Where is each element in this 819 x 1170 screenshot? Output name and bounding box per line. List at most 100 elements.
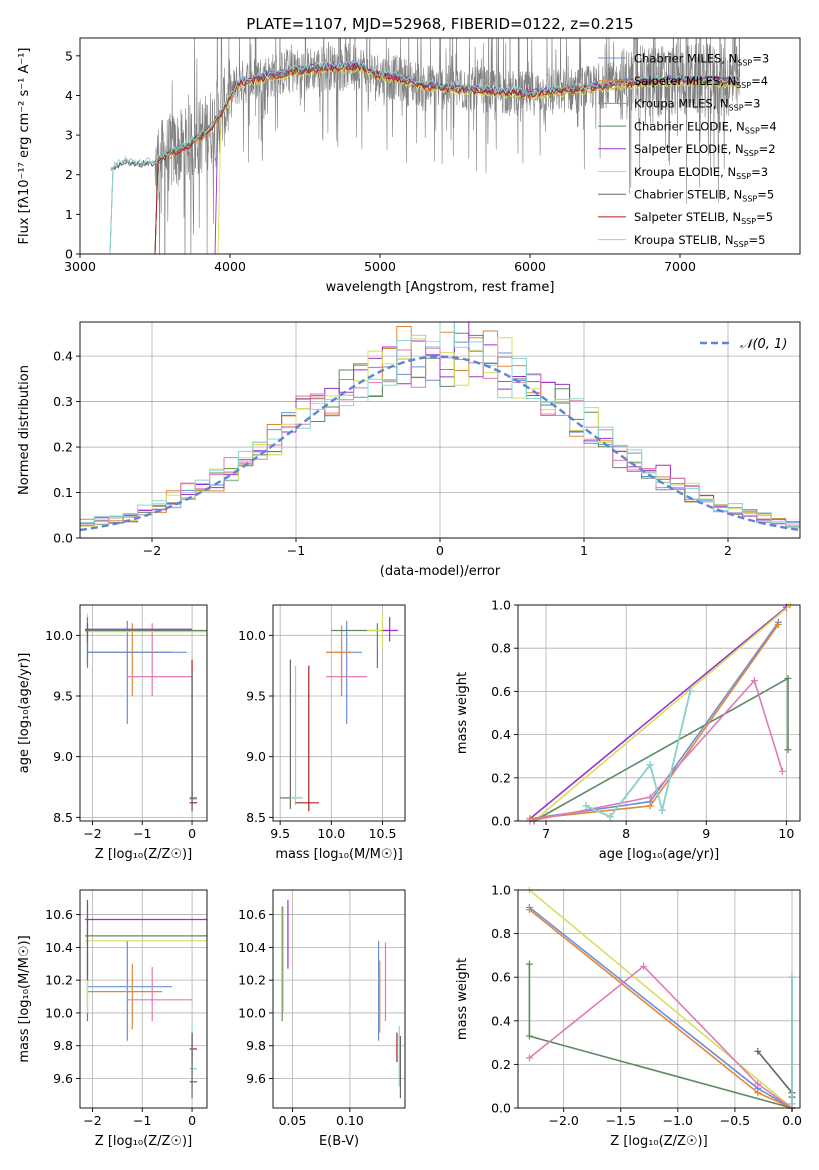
weight-point-marker <box>525 960 533 968</box>
y-tick-label: 10.6 <box>45 907 73 922</box>
y-axis-label: Normed distribution <box>17 365 32 495</box>
weight-point-marker <box>658 806 666 814</box>
weight-point-marker <box>582 802 590 810</box>
x-tick-label: −1 <box>133 826 151 841</box>
error-cross <box>382 617 398 642</box>
error-cross <box>84 899 207 981</box>
x-tick-label: 10 <box>778 826 794 841</box>
legend-label-sub: SSP <box>742 195 757 204</box>
age-vs-Z-plot-area <box>84 613 207 812</box>
weight-point-marker <box>525 906 533 914</box>
legend-label: Kroupa ELODIE, NSSP=3 <box>634 165 768 181</box>
y-tick-label: 0.1 <box>53 485 73 500</box>
error-cross <box>189 671 198 812</box>
legend-label-sub: SSP <box>736 81 751 90</box>
legend-label-suffix: =2 <box>759 142 776 156</box>
plot-frame <box>272 604 406 822</box>
x-tick-label: 0.05 <box>279 1113 307 1128</box>
legend-label-sub: SSP <box>745 126 760 135</box>
legend-label-suffix: =5 <box>749 233 766 247</box>
legend-label: Kroupa STELIB, NSSP=5 <box>634 233 765 249</box>
x-tick-label: 0 <box>436 543 444 558</box>
error-cross <box>127 623 193 697</box>
y-tick-label: 0.4 <box>491 727 511 742</box>
x-tick-label: −2.0 <box>548 1113 578 1128</box>
weight-series-line <box>529 606 787 820</box>
plot-frame <box>517 889 801 1109</box>
y-axis-label: mass [log₁₀(M/M☉)] <box>17 935 32 1062</box>
plot-frame <box>79 37 801 255</box>
x-tick-label: 10.5 <box>369 826 397 841</box>
y-tick-label: 5 <box>65 48 73 63</box>
y-tick-label: 8.5 <box>246 810 266 825</box>
model-spectrum-line <box>217 66 740 254</box>
x-tick-label: 9.5 <box>270 826 290 841</box>
x-tick-label: 10.0 <box>317 826 345 841</box>
legend-label: Salpeter STELIB, NSSP=5 <box>634 210 773 226</box>
weight-point-marker <box>525 1054 533 1062</box>
spectrum-plot-area <box>109 38 741 254</box>
legend-label-main: Chabrier MILES, N <box>634 51 737 65</box>
y-tick-label: 3 <box>65 128 73 143</box>
x-tick-label: −1.0 <box>663 1113 693 1128</box>
x-tick-label: 5000 <box>364 259 396 274</box>
x-axis-label: age [log₁₀(age/yr)] <box>599 847 720 862</box>
y-tick-label: 10.0 <box>45 1005 73 1020</box>
y-tick-label: 2 <box>65 167 73 182</box>
weight-series-line <box>528 889 793 1109</box>
x-tick-label: 0 <box>188 1113 196 1128</box>
y-tick-label: 0.2 <box>491 770 511 785</box>
weight-series-line <box>528 965 793 1109</box>
y-tick-label: 9.6 <box>246 1071 266 1086</box>
legend-label: Salpeter MILES, NSSP=4 <box>634 74 768 90</box>
x-axis-label: Z [log₁₀(Z/Z☉)] <box>95 1134 192 1149</box>
y-tick-label: 10.0 <box>238 1005 266 1020</box>
legend-label-sub: SSP <box>736 172 751 181</box>
weight-point-marker <box>606 813 614 821</box>
observed-spectrum <box>110 38 740 254</box>
weight-point-marker <box>754 1080 762 1088</box>
error-cross <box>87 940 173 1041</box>
y-tick-label: 1 <box>65 207 73 222</box>
x-axis-label: Z [log₁₀(Z/Z☉)] <box>95 847 192 862</box>
x-axis-label: (data-model)/error <box>380 564 501 579</box>
legend-label-suffix: =4 <box>751 74 768 88</box>
y-tick-label: 0.8 <box>491 641 511 656</box>
y-tick-label: 0.8 <box>491 926 511 941</box>
x-tick-label: −2 <box>83 826 101 841</box>
x-tick-label: 7000 <box>664 259 696 274</box>
model-spectrum-line <box>154 62 740 254</box>
spectrum-legend: Chabrier MILES, NSSP=3 Salpeter MILES, NS… <box>598 51 777 249</box>
y-tick-label: 9.0 <box>246 749 266 764</box>
legend-label: Chabrier ELODIE, NSSP=4 <box>634 119 777 135</box>
weight-point-marker <box>750 677 758 685</box>
figure-title: PLATE=1107, MJD=52968, FIBERID=0122, z=0… <box>246 15 633 33</box>
y-tick-label: 0.2 <box>491 1057 511 1072</box>
plot-frame <box>517 604 801 822</box>
legend-label-suffix: =5 <box>756 210 773 224</box>
legend-label: Kroupa MILES, NSSP=3 <box>634 97 760 113</box>
x-tick-label: 1 <box>580 543 588 558</box>
age-vs-mass-panel: 9.5 10.0 10.5 8.5 9.0 9.5 10.0 mass [log₁₀(M/M☉… <box>238 604 406 862</box>
y-tick-label: 10.2 <box>238 973 266 988</box>
x-tick-label: −0.5 <box>720 1113 750 1128</box>
y-tick-label: 10.4 <box>238 940 266 955</box>
weight-point-marker <box>686 687 694 695</box>
x-tick-label: −2 <box>143 543 161 558</box>
weight-vs-Z-panel: −2.0 −1.5 −1.0 −0.5 0.0 0.0 0.2 0.4 0.6 0.8 1.0 Z [… <box>455 883 802 1150</box>
error-cross <box>87 963 163 1030</box>
legend-label-sub: SSP <box>741 217 756 226</box>
x-tick-label: 2 <box>724 543 732 558</box>
y-tick-label: 0.0 <box>491 1101 511 1116</box>
legend-label: Chabrier MILES, NSSP=3 <box>634 51 769 67</box>
weight-point-marker <box>784 746 792 754</box>
weight-point-marker <box>784 674 792 682</box>
error-cross <box>290 665 303 806</box>
spectrum-panel: 3000 4000 5000 6000 7000 0 1 2 3 4 5 wavelength [An… <box>17 37 801 295</box>
mass-vs-EBV-panel: 0.05 0.10 9.6 9.8 10.0 10.2 10.4 10.6 E(B-V) <box>238 889 406 1149</box>
legend-label-suffix: =5 <box>757 188 774 202</box>
x-axis-label: E(B-V) <box>319 1134 359 1149</box>
legend-label-main: Chabrier ELODIE, N <box>634 119 745 133</box>
y-tick-label: 8.5 <box>53 810 73 825</box>
